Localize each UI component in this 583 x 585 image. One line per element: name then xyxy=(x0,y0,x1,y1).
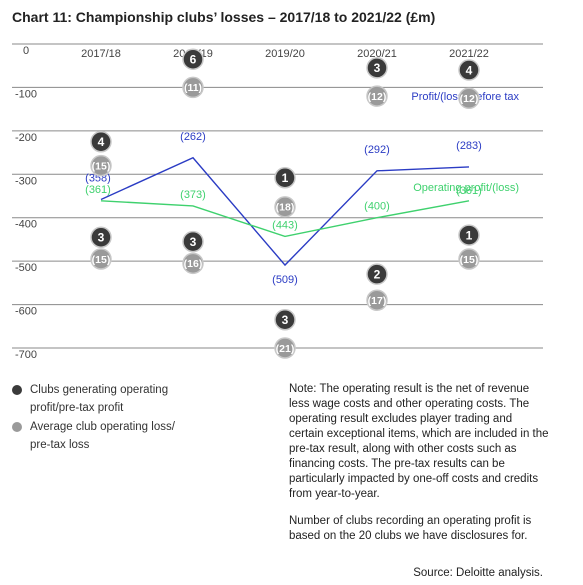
club-count-marker xyxy=(182,48,204,70)
series-name-label: Operating profit/(loss) xyxy=(413,182,519,194)
legend-grey-dot-icon xyxy=(12,422,22,432)
club-count-marker xyxy=(90,226,112,249)
data-label: (283) xyxy=(456,140,482,152)
chart-plot: 0-100-200-300-400-500-600-7002017/182018… xyxy=(12,43,543,361)
x-tick-label: 2019/20 xyxy=(265,48,305,60)
source-note: Source: Deloitte analysis. xyxy=(413,567,543,579)
legend-label: Average club operating loss/ pre-tax los… xyxy=(30,421,175,451)
club-count-label: 4 xyxy=(466,63,473,77)
club-count-marker xyxy=(366,57,388,79)
y-tick-label: -100 xyxy=(15,88,37,100)
average-loss-label: (11) xyxy=(184,82,202,94)
note-paragraph-1: Note: The operating result is the net of… xyxy=(289,383,549,500)
data-label: (292) xyxy=(364,144,390,156)
y-tick-label: -500 xyxy=(15,262,37,274)
average-loss-marker xyxy=(366,85,388,107)
average-loss-marker xyxy=(90,248,112,270)
club-count-marker xyxy=(458,224,480,246)
average-loss-label: (12) xyxy=(368,91,387,103)
club-count-marker xyxy=(90,130,112,153)
average-loss-label: (17) xyxy=(368,295,387,307)
legend-dark-dot-icon xyxy=(12,385,22,395)
y-tick-label: -300 xyxy=(15,175,37,187)
club-count-label: 6 xyxy=(190,53,197,67)
series-line xyxy=(100,200,470,238)
average-loss-label: (21) xyxy=(276,343,295,355)
series-line xyxy=(100,156,470,267)
data-label: (361) xyxy=(85,184,111,196)
chart-note: Note: The operating result is the net of… xyxy=(289,382,549,556)
data-label: (373) xyxy=(180,189,206,201)
club-count-marker xyxy=(458,59,480,81)
data-label: (443) xyxy=(272,219,298,231)
club-count-label: 4 xyxy=(98,135,105,149)
x-tick-label: 2017/18 xyxy=(81,48,121,60)
club-count-label: 3 xyxy=(374,61,381,75)
average-loss-marker xyxy=(458,87,480,110)
average-loss-label: (12) xyxy=(460,93,479,105)
club-count-marker xyxy=(182,230,204,253)
club-count-label: 2 xyxy=(374,267,381,281)
average-loss-label: (16) xyxy=(184,258,203,270)
club-count-label: 1 xyxy=(466,228,473,242)
club-count-marker xyxy=(274,309,296,331)
data-label: (509) xyxy=(272,274,298,286)
y-tick-label: 0 xyxy=(23,45,29,57)
data-label: (361) xyxy=(456,185,482,197)
average-loss-marker xyxy=(182,252,204,275)
note-paragraph-2: Number of clubs recording an operating p… xyxy=(289,515,532,542)
y-tick-label: -700 xyxy=(15,349,37,361)
average-loss-label: (15) xyxy=(460,254,479,266)
club-count-label: 1 xyxy=(282,171,289,185)
y-tick-label: -600 xyxy=(15,306,37,318)
average-loss-label: (15) xyxy=(92,160,111,172)
y-tick-label: -200 xyxy=(15,132,37,144)
chart-title: Chart 11: Championship clubs’ losses – 2… xyxy=(12,9,436,25)
average-loss-label: (15) xyxy=(92,254,111,266)
legend-label: Clubs generating operating profit/pre-ta… xyxy=(30,384,169,414)
club-count-label: 3 xyxy=(282,313,289,327)
average-loss-marker xyxy=(458,248,480,270)
average-loss-marker xyxy=(274,337,296,359)
average-loss-marker xyxy=(274,196,296,218)
club-count-label: 3 xyxy=(190,235,197,249)
y-tick-label: -400 xyxy=(15,219,37,231)
x-tick-label: 2021/22 xyxy=(449,48,489,60)
average-loss-label: (18) xyxy=(276,202,295,214)
club-count-label: 3 xyxy=(98,231,105,245)
average-loss-marker xyxy=(90,154,112,177)
club-count-marker xyxy=(274,167,296,189)
data-label: (262) xyxy=(180,131,206,143)
x-tick-label: 2020/21 xyxy=(357,48,397,60)
data-label: (400) xyxy=(364,201,390,213)
club-count-marker xyxy=(366,263,388,285)
average-loss-marker xyxy=(182,76,204,99)
average-loss-marker xyxy=(366,289,388,311)
